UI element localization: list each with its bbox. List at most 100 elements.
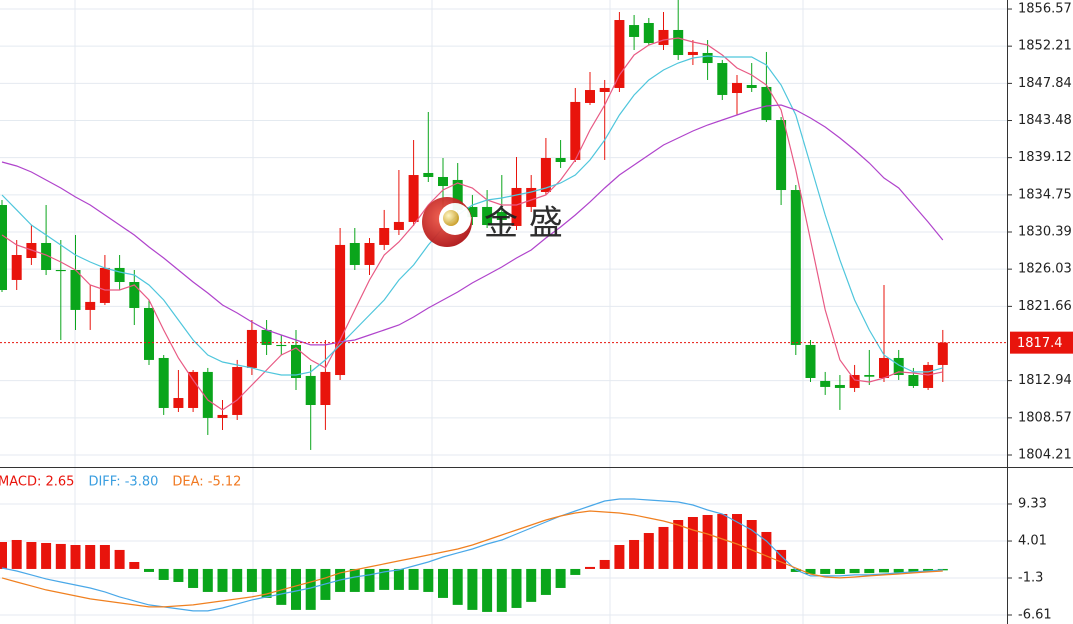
macd-bar <box>761 531 772 569</box>
macd-bar <box>805 568 816 574</box>
candle-body <box>702 52 713 64</box>
macd-bar <box>202 568 213 592</box>
macd-bar <box>658 526 669 569</box>
macd-bar <box>393 568 404 590</box>
macd-panel <box>0 498 1007 616</box>
macd-bar <box>467 568 478 610</box>
macd-bar <box>570 568 581 575</box>
macd-bar <box>511 568 522 608</box>
macd-bar <box>540 568 551 595</box>
candle-body <box>188 371 199 408</box>
macd-bar <box>438 568 448 598</box>
macd-bar <box>99 545 110 569</box>
candle-body <box>864 375 875 377</box>
candle-body <box>114 267 125 283</box>
candle-body <box>305 375 316 405</box>
candle-body <box>511 187 522 226</box>
macd-bar <box>129 561 140 569</box>
macd-bar <box>864 568 875 574</box>
candle-body <box>820 380 831 387</box>
macd-bar <box>41 542 52 569</box>
candle-body <box>717 63 728 95</box>
macd-bar <box>629 539 640 569</box>
macd-bar <box>702 514 713 569</box>
candle-body <box>261 329 272 345</box>
candle-body <box>937 342 948 365</box>
candle-body <box>144 307 154 360</box>
y-tick-label: -1.3 <box>1018 571 1043 586</box>
y-tick-label: 1852.21 <box>1018 39 1072 54</box>
macd-bar <box>599 559 610 569</box>
candle-body <box>452 179 463 210</box>
macd-bar <box>893 568 904 573</box>
candle-body <box>732 82 742 94</box>
macd-bar <box>0 542 7 569</box>
candle-body <box>908 375 919 387</box>
legend-label: DIFF: -3.80 <box>88 475 158 490</box>
candle-body <box>393 221 404 230</box>
candle-body <box>423 172 434 177</box>
candle-body <box>540 157 551 192</box>
macd-bar <box>55 543 66 569</box>
candle-body <box>923 364 934 388</box>
candle-body <box>879 357 889 378</box>
macd-bar <box>291 568 301 610</box>
macd-bar <box>158 568 169 580</box>
candle-body <box>0 205 7 291</box>
current-price-label: 1817.4 <box>1017 336 1063 351</box>
y-tick-label: 1808.57 <box>1018 410 1072 425</box>
y-tick-label: -6.61 <box>1018 607 1052 622</box>
candle-body <box>776 120 787 191</box>
macd-bar <box>364 568 375 592</box>
candle-body <box>834 384 845 388</box>
macd-bar <box>820 568 831 574</box>
y-tick-label: 1804.21 <box>1018 447 1072 462</box>
macd-bar <box>849 568 860 574</box>
macd-bar <box>923 568 934 572</box>
macd-bar <box>643 533 654 569</box>
candle-body <box>11 255 22 280</box>
candle-body <box>893 357 904 376</box>
macd-bar <box>937 568 948 571</box>
macd-bar <box>173 568 184 582</box>
line-series <box>1 37 943 411</box>
candle-body <box>129 282 140 308</box>
candle-body <box>790 190 801 345</box>
macd-bar <box>26 542 37 569</box>
macd-bar <box>114 549 125 569</box>
candle-body <box>467 206 478 218</box>
line-series <box>1 498 943 612</box>
candle-body <box>232 367 243 415</box>
candle-body <box>99 267 110 303</box>
candle-body <box>202 371 213 418</box>
y-tick-label: 1847.84 <box>1018 76 1072 91</box>
macd-bar <box>908 568 919 573</box>
candle-body <box>320 371 331 405</box>
line-series <box>1 510 943 608</box>
macd-bar <box>144 568 154 572</box>
macd-bar <box>85 545 96 569</box>
macd-bar <box>585 566 595 569</box>
candle-body <box>335 244 346 376</box>
watermark: 金 盛 <box>484 204 563 244</box>
macd-bar <box>305 568 316 610</box>
y-tick-label: 1843.48 <box>1018 113 1072 128</box>
candle-body <box>482 206 493 226</box>
y-tick-label: 4.01 <box>1018 534 1047 549</box>
candle-body <box>687 51 698 56</box>
macd-bar <box>526 568 537 602</box>
macd-bar <box>276 568 287 605</box>
macd-bar <box>555 568 566 588</box>
macd-bar <box>614 545 625 569</box>
watermark-logo: 金 盛 <box>422 197 563 247</box>
macd-bar <box>246 568 257 592</box>
candle-body <box>85 301 96 310</box>
macd-bar <box>232 568 243 592</box>
macd-bar <box>673 520 684 569</box>
macd-bar <box>261 568 272 598</box>
current-price-box <box>1010 331 1073 354</box>
macd-bar <box>452 568 463 605</box>
candle-body <box>526 187 537 207</box>
candle-body <box>217 414 228 418</box>
macd-bar <box>834 568 845 574</box>
